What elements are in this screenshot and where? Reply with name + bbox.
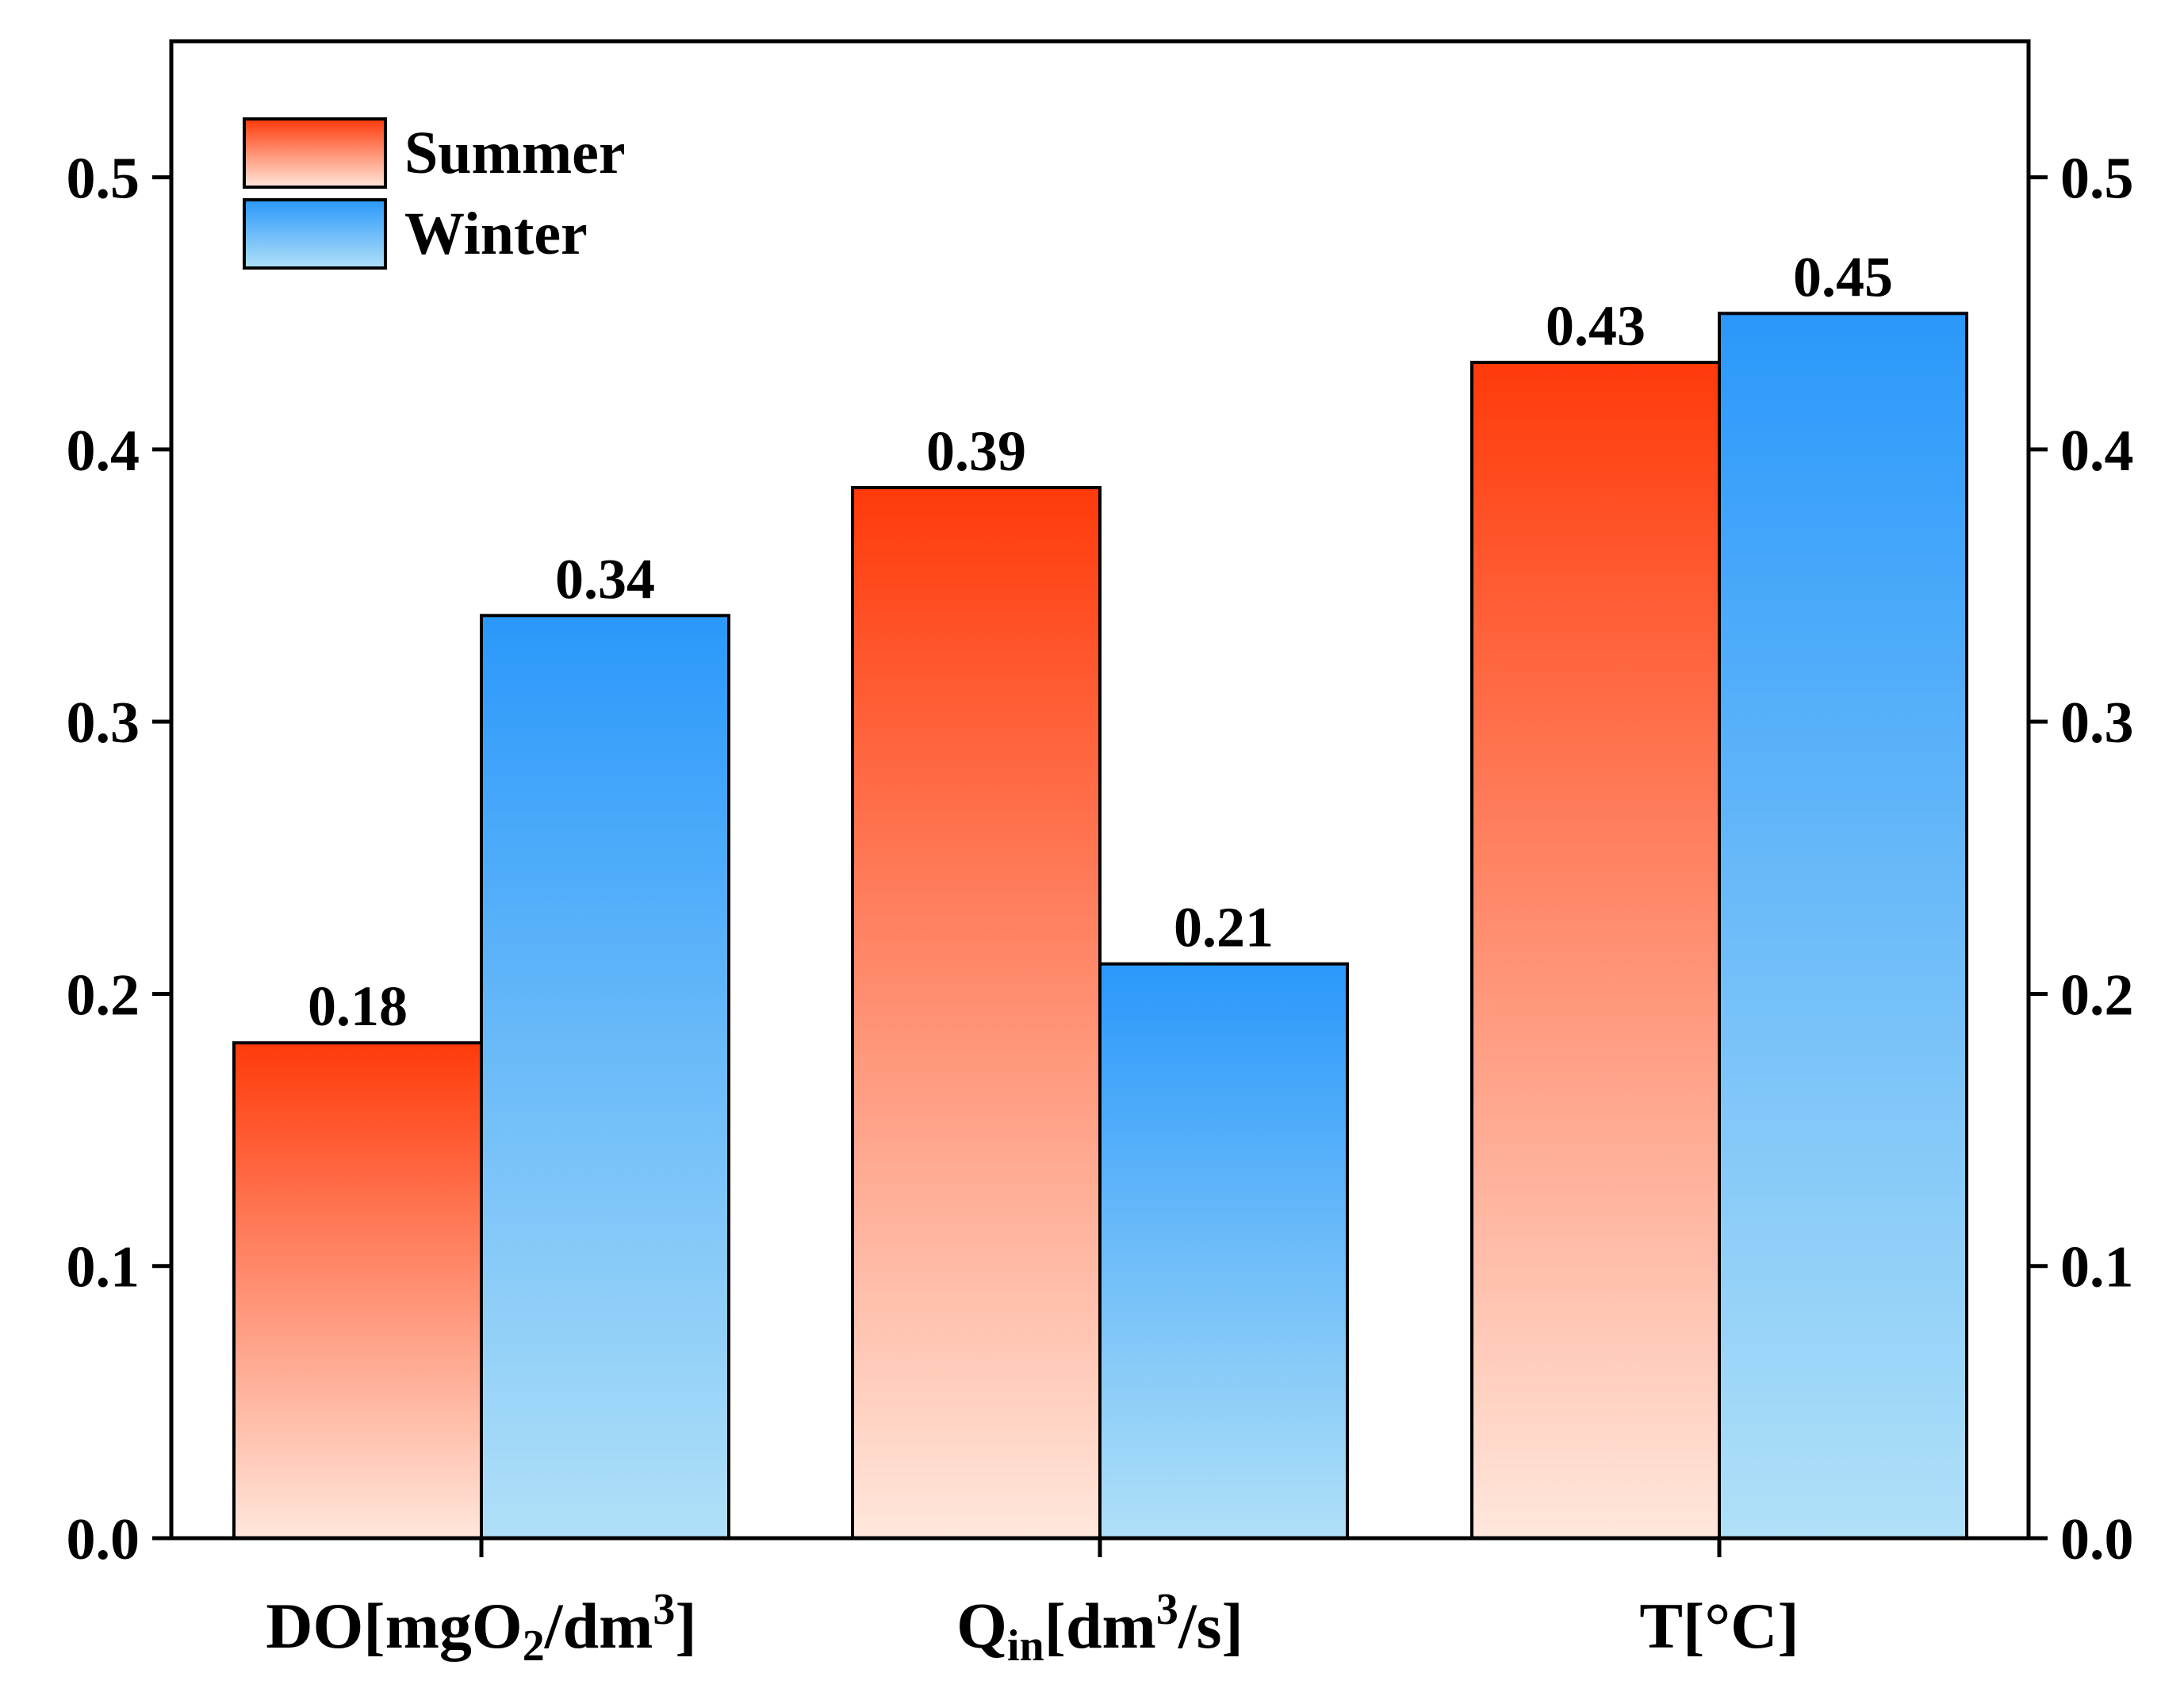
x-tick-label-qin: Qin[dm3/s]: [956, 1585, 1243, 1671]
bar-summer-qin: [851, 485, 1102, 1540]
y-tick-label-left: 0.2: [67, 963, 140, 1028]
legend-swatch-summer: [243, 117, 387, 189]
y-tick-label-left: 0.0: [67, 1507, 140, 1572]
y-tick-label-right: 0.4: [2060, 419, 2134, 484]
y-tick-label-right: 0.5: [2060, 147, 2134, 212]
data-label-summer-t: 0.43: [1546, 294, 1646, 358]
legend-label-summer: Summer: [404, 120, 626, 186]
y-tick-label-left: 0.1: [67, 1235, 140, 1300]
data-label-winter-do: 0.34: [555, 547, 655, 611]
bar-winter-do: [480, 614, 730, 1541]
data-label-summer-do: 0.18: [308, 974, 408, 1038]
y-tick-label-left: 0.5: [67, 147, 140, 212]
bar-winter-t: [1718, 312, 1968, 1541]
y-tick-label-left: 0.3: [67, 691, 140, 756]
x-tick-label-do: DO[mgO2/dm3]: [266, 1585, 696, 1671]
data-labels: 0.18 0.39 0.43 0.34 0.21 0.45: [308, 245, 1893, 1038]
y-tick-label-left: 0.4: [67, 419, 140, 484]
y-tick-label-right: 0.0: [2060, 1507, 2134, 1572]
legend-label-winter: Winter: [404, 201, 588, 267]
data-label-summer-qin: 0.39: [926, 419, 1026, 483]
bars-layer: [232, 312, 1968, 1541]
data-label-winter-qin: 0.21: [1174, 896, 1274, 959]
x-axis: DO[mgO2/dm3] Qin[dm3/s] T[°C]: [266, 1538, 1799, 1671]
bar-summer-t: [1470, 361, 1721, 1541]
y-tick-label-right: 0.1: [2060, 1235, 2134, 1300]
y-tick-label-right: 0.3: [2060, 691, 2134, 756]
bar-summer-do: [232, 1041, 483, 1540]
data-label-winter-t: 0.45: [1793, 245, 1893, 308]
y-axis-right: 0.0 0.1 0.2 0.3 0.4 0.5: [2029, 147, 2134, 1572]
y-axis-left: 0.0 0.1 0.2 0.3 0.4 0.5: [67, 147, 171, 1572]
x-tick-label-t: T[°C]: [1639, 1590, 1799, 1662]
y-tick-label-right: 0.2: [2060, 963, 2134, 1028]
legend-swatch-winter: [243, 198, 387, 270]
bar-winter-qin: [1098, 962, 1349, 1541]
legend: Summer Winter: [243, 117, 626, 270]
